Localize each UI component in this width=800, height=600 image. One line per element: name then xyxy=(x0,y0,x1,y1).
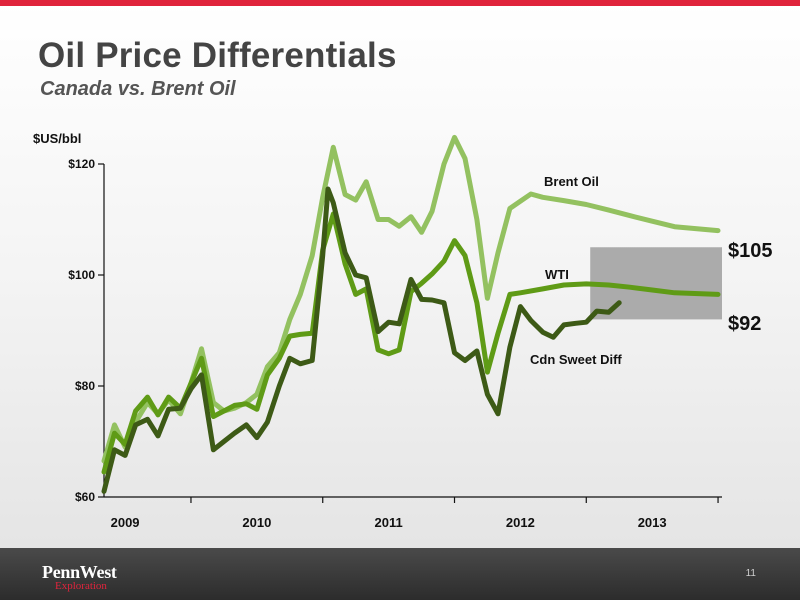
footer-bar: PennWest Exploration 11 xyxy=(0,548,800,600)
slide-title: Oil Price Differentials xyxy=(38,36,397,75)
top-accent-bar xyxy=(0,0,800,6)
page-number: 11 xyxy=(745,568,756,579)
x-tick-label: 2011 xyxy=(375,515,403,530)
series-label-cdn-sweet-diff: Cdn Sweet Diff xyxy=(530,352,622,367)
x-tick-label: 2013 xyxy=(638,515,667,530)
x-tick-label: 2012 xyxy=(506,515,535,530)
series-line-cdn-sweet-diff xyxy=(101,186,622,494)
y-tick-label: $80 xyxy=(75,379,95,393)
y-tick-label: $60 xyxy=(75,490,95,504)
y-axis-title: $US/bbl xyxy=(33,131,81,146)
company-logo-tagline: Exploration xyxy=(55,580,107,592)
y-tick-label: $100 xyxy=(68,268,95,282)
company-logo: PennWest xyxy=(42,562,117,582)
annotation-high-105: $105 xyxy=(728,240,773,262)
slide-subtitle: Canada vs. Brent Oil xyxy=(40,78,236,100)
x-tick-label: 2009 xyxy=(111,515,140,530)
annotation-low-92: $92 xyxy=(728,313,761,335)
x-tick-label: 2010 xyxy=(242,515,271,530)
y-tick-label: $120 xyxy=(68,157,95,171)
series-label-brent-oil: Brent Oil xyxy=(544,174,599,189)
series-label-wti: WTI xyxy=(545,267,569,282)
